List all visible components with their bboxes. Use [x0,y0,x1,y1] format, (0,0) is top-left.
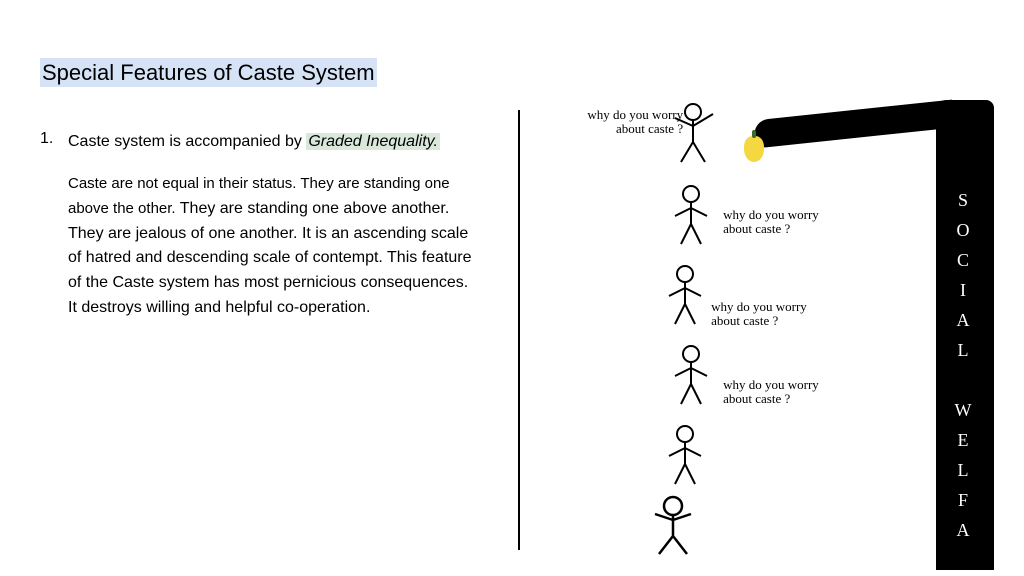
tree-branch [753,100,955,149]
person-figure [661,180,721,250]
caption-text: why do you worry about caste ? [723,208,833,237]
caste-ladder-illustration: SOCIAL WELFA why do you worry abo [513,90,994,546]
person-figure [655,260,715,330]
list-lead-line: Caste system is accompanied by Graded In… [68,130,473,154]
tree-trunk: SOCIAL WELFA [936,100,994,570]
caption-text: why do you worry about caste ? [711,300,821,329]
illustration-column: SOCIAL WELFA why do you worry abo [493,60,984,536]
mango-icon [744,136,764,162]
text-column: Special Features of Caste System 1. Cast… [40,60,493,536]
slide-title: Special Features of Caste System [40,58,377,87]
caption-text: why do you worry about caste ? [573,108,683,137]
list-item: 1. Caste system is accompanied by Graded… [40,130,473,321]
person-figure [643,490,703,560]
left-border-line [518,110,520,550]
body-rest: They are standing one above another. The… [68,200,472,316]
slide: Special Features of Caste System 1. Cast… [0,0,1024,576]
caption-text: why do you worry about caste ? [723,378,833,407]
list-number: 1. [40,130,53,148]
tree-label: SOCIAL WELFA [952,190,973,550]
person-figure [661,340,721,410]
graded-inequality-highlight: Graded Inequality. [306,133,440,150]
person-figure [655,420,715,490]
lead-text: Caste system is accompanied by [68,133,306,150]
body-paragraph: Caste are not equal in their status. The… [68,172,473,321]
